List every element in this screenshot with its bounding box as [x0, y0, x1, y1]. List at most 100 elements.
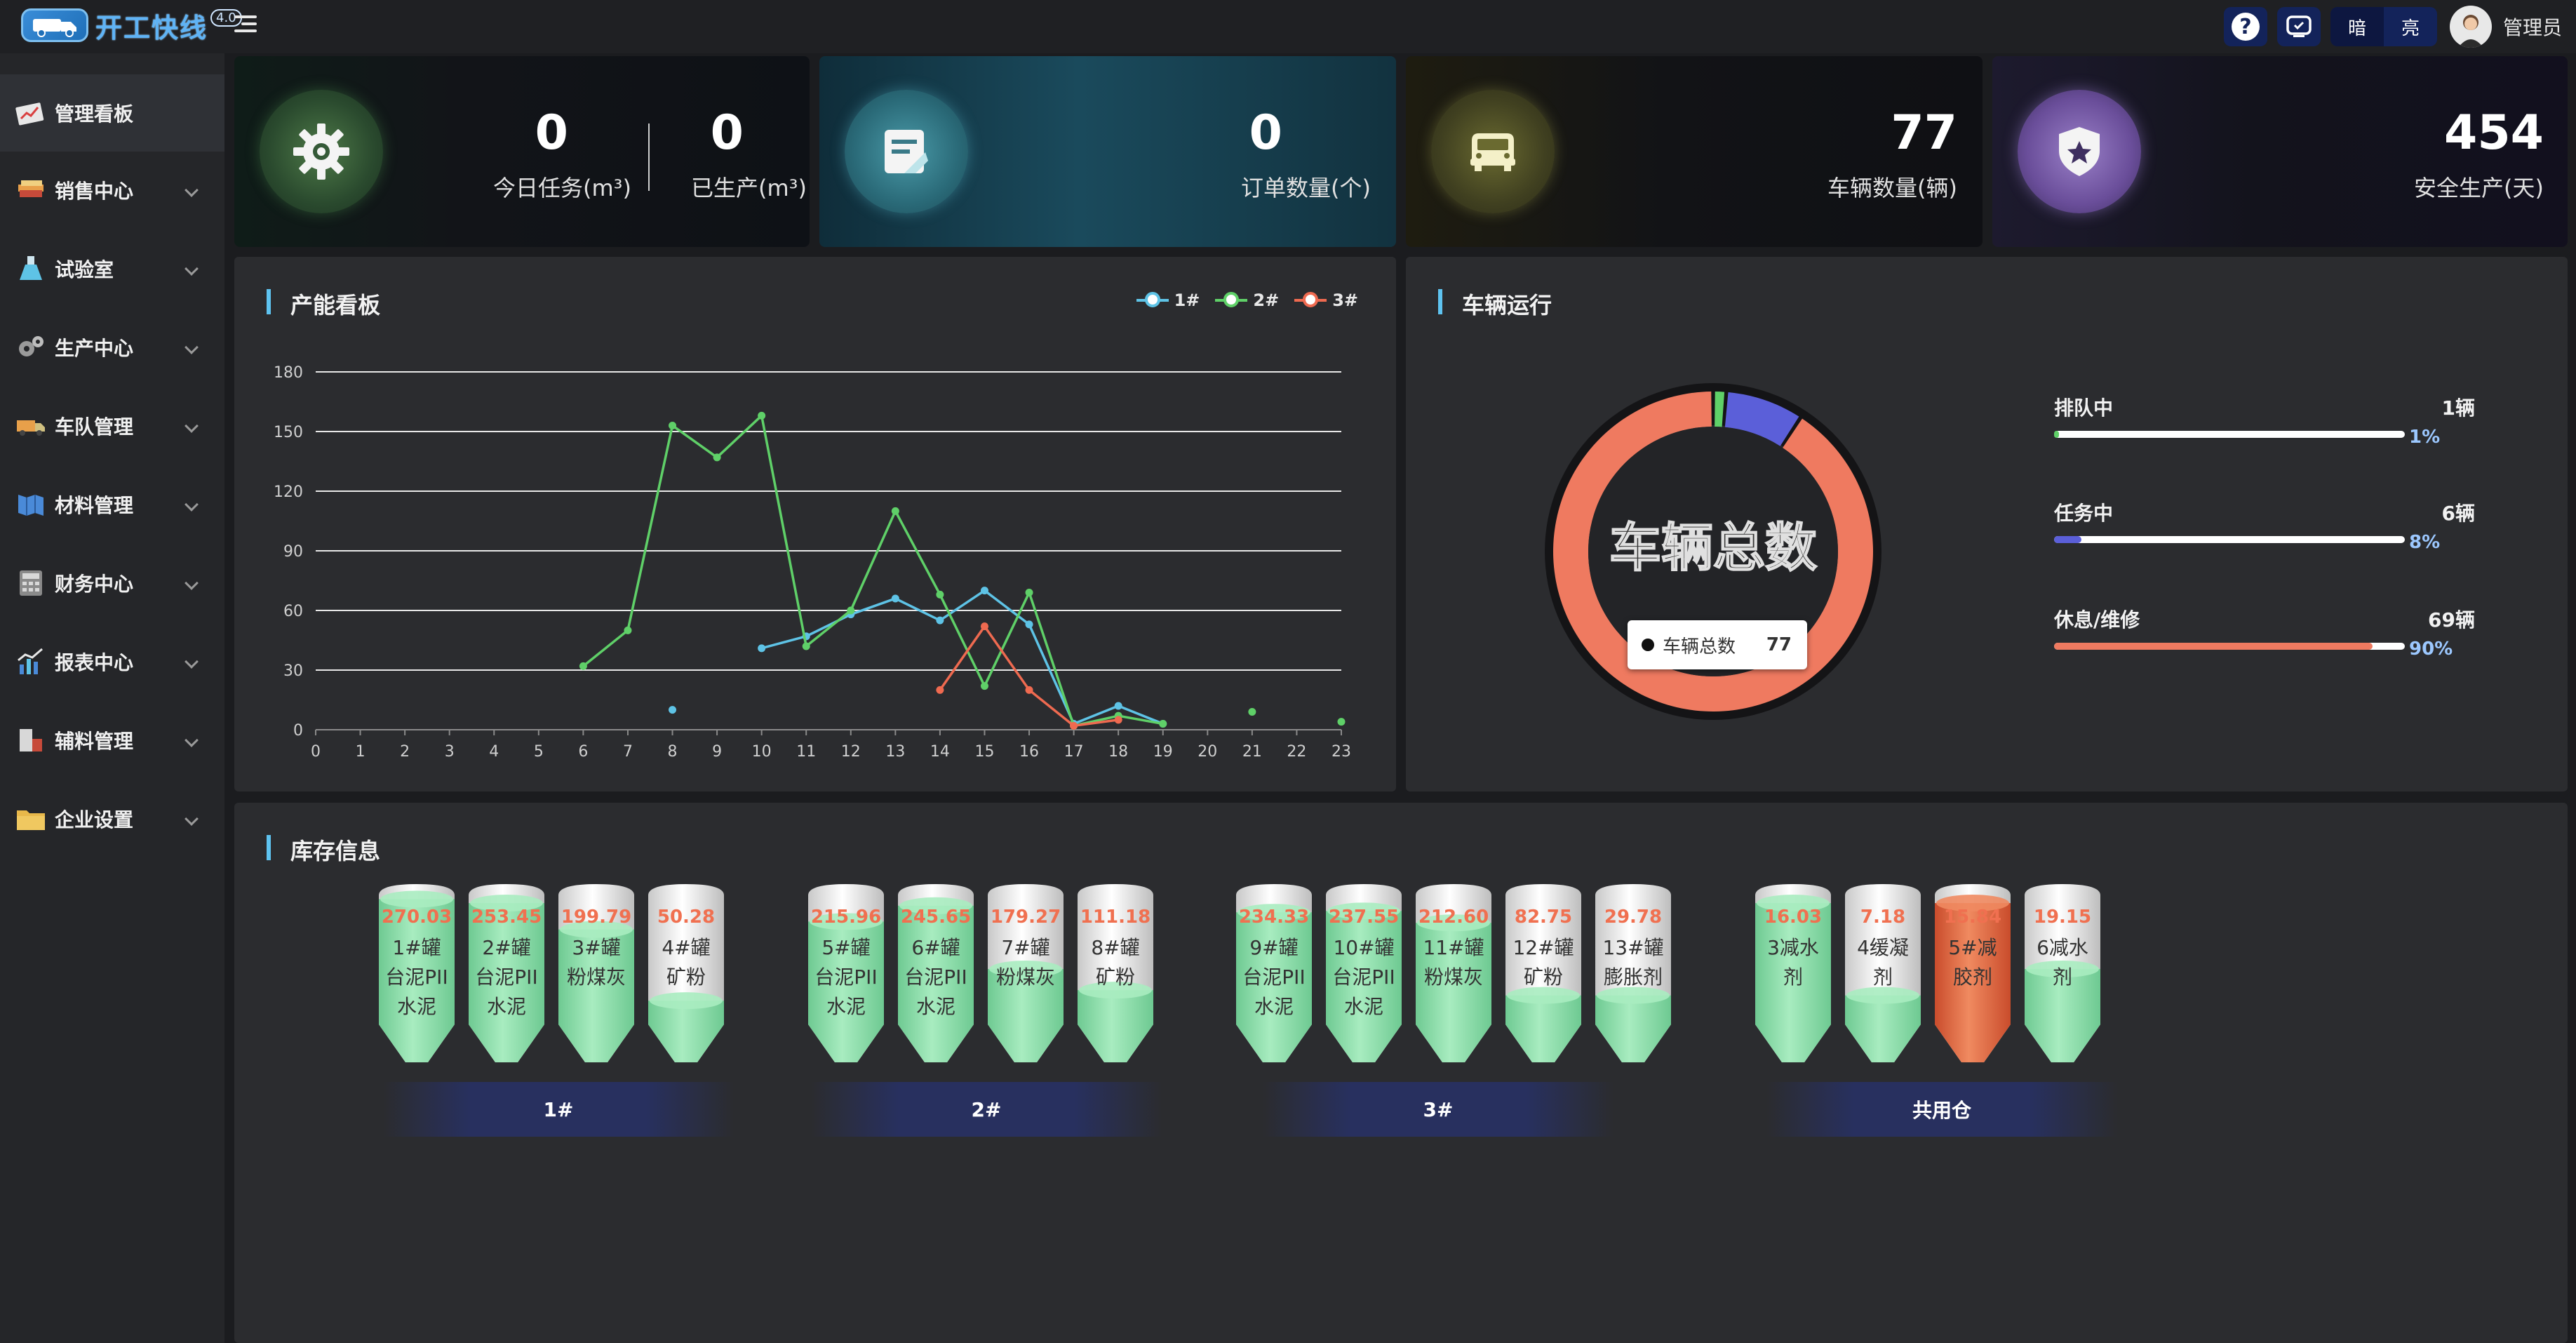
- legend-marker: [1215, 292, 1248, 309]
- data-point-3[interactable]: [936, 686, 944, 694]
- legend-item-3[interactable]: 3#: [1294, 290, 1358, 310]
- tank-name: 4缓凝剂: [1857, 936, 1909, 989]
- status-progress-fill: [2054, 643, 2373, 650]
- tank[interactable]: 253.45 2#罐台泥PII水泥: [467, 878, 546, 1068]
- tank-shape: [2025, 884, 2100, 1062]
- tank-name: 4#罐矿粉: [662, 936, 711, 989]
- data-point-2[interactable]: [1248, 708, 1256, 716]
- screen-icon: [2286, 15, 2312, 37]
- data-point-2[interactable]: [624, 626, 632, 634]
- app-logo[interactable]: 开工快线 4.0: [21, 4, 242, 46]
- data-point-2[interactable]: [980, 682, 988, 690]
- tank-name: 6#罐台泥PII水泥: [904, 936, 967, 1018]
- avatar[interactable]: [2449, 6, 2492, 48]
- tank[interactable]: 19.15 6减水剂: [2023, 878, 2102, 1068]
- theme-switch: 暗 亮: [2330, 7, 2437, 46]
- tank[interactable]: 179.27 7#罐粉煤灰: [986, 878, 1065, 1068]
- tank[interactable]: 215.96 5#罐台泥PII水泥: [807, 878, 885, 1068]
- tank[interactable]: 245.65 6#罐台泥PII水泥: [897, 878, 975, 1068]
- user-name[interactable]: 管理员: [2502, 16, 2562, 39]
- chevron-down-icon: [185, 340, 199, 354]
- tank[interactable]: 212.60 11#罐粉煤灰: [1414, 878, 1493, 1068]
- chevron-down-icon: [185, 497, 199, 512]
- data-point-2[interactable]: [936, 590, 944, 599]
- data-point-2[interactable]: [1025, 589, 1033, 596]
- screen-button[interactable]: [2276, 7, 2321, 46]
- data-point-1[interactable]: [1114, 702, 1122, 710]
- tank[interactable]: 29.78 13#罐膨胀剂: [1594, 878, 1672, 1068]
- legend-item-2[interactable]: 2#: [1215, 290, 1279, 310]
- sidebar-item-label: 车队管理: [55, 415, 134, 439]
- sidebar-item-production[interactable]: 生产中心: [0, 309, 224, 386]
- data-point-2[interactable]: [891, 507, 899, 515]
- data-point-3[interactable]: [1025, 686, 1033, 694]
- x-tick-label: 4: [489, 743, 499, 761]
- data-point-2[interactable]: [713, 453, 721, 462]
- tank-name: 2#罐台泥PII水泥: [475, 936, 538, 1018]
- status-count: 69辆: [2428, 608, 2475, 632]
- tank[interactable]: 16.03 3减水剂: [1754, 878, 1832, 1068]
- theme-dark-button[interactable]: 暗: [2330, 7, 2384, 46]
- sidebar-item-finance[interactable]: 财务中心: [0, 544, 224, 622]
- tank[interactable]: 7.18 4缓凝剂: [1844, 878, 1922, 1068]
- x-tick-label: 8: [668, 743, 678, 761]
- x-tick-label: 21: [1242, 743, 1262, 761]
- data-point-3[interactable]: [980, 622, 988, 631]
- data-point-1[interactable]: [936, 616, 944, 624]
- data-point-3[interactable]: [1114, 716, 1122, 724]
- data-point-2[interactable]: [847, 606, 855, 615]
- data-point-2[interactable]: [669, 422, 677, 429]
- vehicle-panel: 车辆运行 车辆总数 车辆总数 77 排队中 1辆 1% 任务中 6辆 8% 休息/维…: [1406, 257, 2568, 791]
- data-point-1[interactable]: [1025, 620, 1033, 629]
- theme-light-button[interactable]: 亮: [2401, 18, 2420, 39]
- sidebar-item-sales[interactable]: 销售中心: [0, 152, 224, 229]
- sidebar-item-auxiliary[interactable]: 辅料管理: [0, 702, 224, 779]
- donut-slice-1[interactable]: [1715, 392, 1725, 427]
- tank[interactable]: 270.03 1#罐台泥PII水泥: [377, 878, 456, 1068]
- materials-icon: [15, 489, 46, 520]
- tank[interactable]: 199.79 3#罐粉煤灰: [557, 878, 636, 1068]
- data-point-1[interactable]: [758, 644, 766, 653]
- data-point-1[interactable]: [891, 594, 899, 603]
- sidebar-item-reports[interactable]: 报表中心: [0, 623, 224, 700]
- vehicle-icon: [1431, 90, 1555, 213]
- stat-card-orders: 0 订单数量(个): [819, 56, 1396, 247]
- tank[interactable]: 50.28 4#罐矿粉: [647, 878, 725, 1068]
- tank[interactable]: 82.75 12#罐矿粉: [1504, 878, 1583, 1068]
- top-bar-actions: ? 暗 亮 管理员: [2223, 6, 2562, 48]
- tank[interactable]: 111.18 8#罐矿粉: [1076, 878, 1155, 1068]
- tank[interactable]: 15.84 5#减胶剂: [1933, 878, 2012, 1068]
- tank[interactable]: 234.33 9#罐台泥PII水泥: [1235, 878, 1313, 1068]
- tank[interactable]: 237.55 10#罐台泥PII水泥: [1324, 878, 1403, 1068]
- data-point-2[interactable]: [1159, 720, 1167, 728]
- data-point-1[interactable]: [669, 706, 677, 714]
- data-point-2[interactable]: [579, 662, 587, 670]
- data-point-3[interactable]: [1070, 721, 1078, 730]
- x-tick-label: 19: [1153, 743, 1173, 761]
- tank-shape: [988, 884, 1064, 1062]
- sidebar-item-dashboard[interactable]: 管理看板: [0, 74, 224, 152]
- data-point-2[interactable]: [1337, 718, 1346, 726]
- menu-toggle-icon[interactable]: [234, 15, 257, 35]
- flask-icon: [15, 253, 46, 284]
- tank-shape: [1236, 884, 1312, 1062]
- data-point-2[interactable]: [758, 411, 766, 420]
- data-point-1[interactable]: [980, 587, 988, 595]
- series-line-3: [939, 624, 1119, 728]
- legend-item-1[interactable]: 1#: [1136, 290, 1200, 310]
- tank-value: 212.60: [1418, 907, 1489, 928]
- donut-slice-2[interactable]: [1724, 392, 1799, 446]
- sidebar-item-enterprise[interactable]: 企业设置: [0, 780, 224, 857]
- sidebar-item-fleet[interactable]: 车队管理: [0, 387, 224, 465]
- y-tick-label: 30: [283, 662, 303, 680]
- sidebar-item-materials[interactable]: 材料管理: [0, 466, 224, 543]
- report-icon: [15, 646, 46, 677]
- help-button[interactable]: ?: [2223, 7, 2267, 46]
- tank-value: 29.78: [1604, 907, 1663, 928]
- tank-value: 253.45: [471, 907, 542, 928]
- data-point-2[interactable]: [802, 642, 810, 650]
- tank-shape: [898, 884, 974, 1062]
- sidebar-item-lab[interactable]: 试验室: [0, 230, 224, 307]
- gears-icon: [15, 332, 46, 363]
- tank-shape: [1595, 884, 1671, 1062]
